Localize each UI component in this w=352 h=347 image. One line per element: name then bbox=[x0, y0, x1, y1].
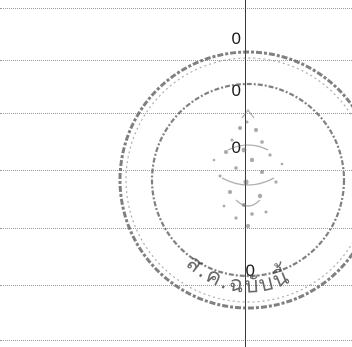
row-divider bbox=[0, 228, 352, 229]
table-cell-value: 0 bbox=[231, 81, 241, 100]
row-divider bbox=[0, 60, 352, 61]
table-cell-value: 0 bbox=[245, 261, 255, 280]
svg-text:ส.ค.ฉบับนี้: ส.ค.ฉบับนี้ bbox=[181, 250, 294, 298]
row-divider bbox=[0, 113, 352, 114]
table-cell-value: 0 bbox=[231, 29, 241, 48]
row-divider bbox=[0, 8, 352, 9]
column-divider bbox=[245, 0, 246, 347]
table-cell-value: 0 bbox=[231, 138, 241, 157]
row-divider bbox=[0, 170, 352, 171]
row-divider bbox=[0, 285, 352, 286]
row-divider bbox=[0, 340, 352, 341]
